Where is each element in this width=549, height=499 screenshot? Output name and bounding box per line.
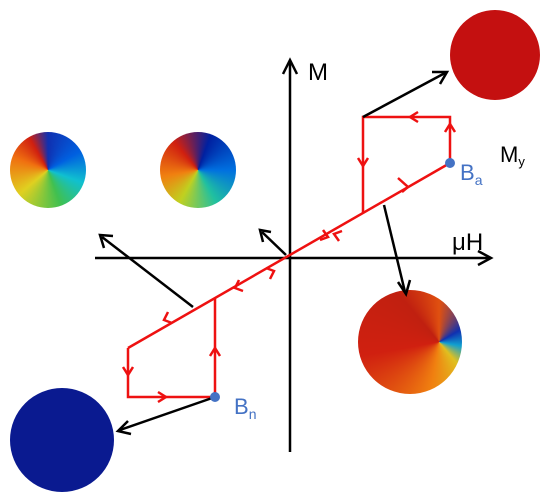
pointer-arrow [120,397,215,430]
label-ba: Ba [460,160,483,188]
loop-branch [363,117,450,213]
pointer-arrow [384,205,405,292]
diagram: M μH My Ba Bn [0,0,549,499]
loop-arrow [398,178,408,192]
y-axis-label: M [308,59,328,86]
loop-branch [128,348,215,397]
diagram-lines: M μH My Ba Bn [0,0,549,499]
label-sub: y [518,154,525,169]
label-bn: Bn [234,394,256,422]
label-sub: n [249,406,257,422]
label-my: My [500,142,525,169]
pointer-arrow [102,237,193,307]
x-axis-label: μH [452,229,483,256]
loop-arrow [266,268,274,279]
label-sub: a [475,172,483,188]
loop-arrow [334,231,342,241]
pointer-arrow [363,73,445,117]
label-main: B [460,160,475,185]
point-ba [445,158,455,168]
pointer-arrows [100,72,447,434]
point-bn [210,392,220,402]
label-main: M [500,142,518,167]
pointer-arrow [262,232,286,255]
axes [95,60,491,452]
label-main: B [234,394,249,419]
loop-arrow [164,312,172,323]
